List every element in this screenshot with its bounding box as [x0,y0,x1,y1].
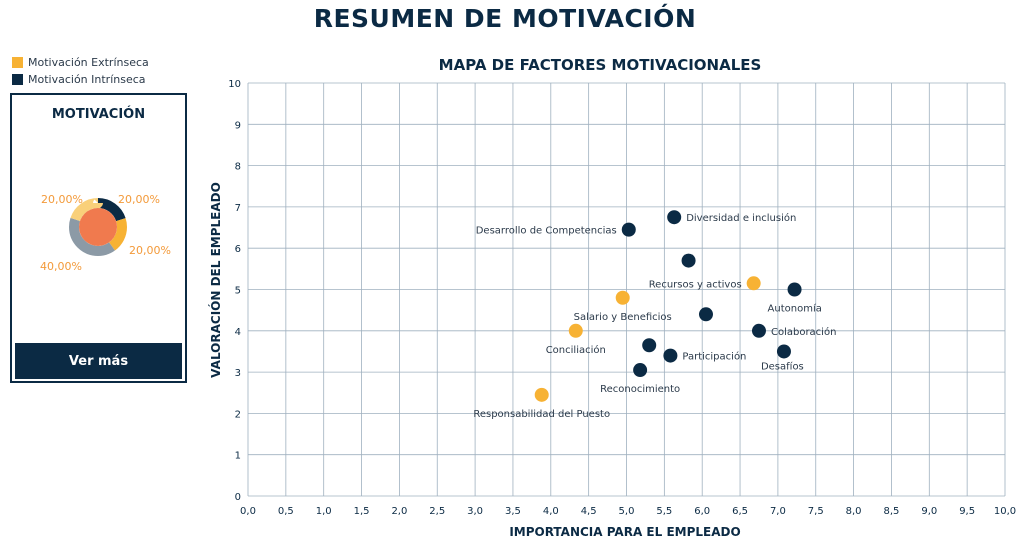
data-label: Responsabilidad del Puesto [473,409,610,420]
x-tick-label: 7,5 [808,506,824,517]
x-tick-label: 8,5 [883,506,899,517]
donut-label-top-right: 20,00% [118,193,160,206]
x-tick-label: 2,5 [429,506,445,517]
data-point-intrinseca[interactable] [776,344,791,359]
data-point-intrinseca[interactable] [681,253,696,268]
data-point-intrinseca[interactable] [751,323,766,338]
data-label: Salario y Beneficios [574,312,672,323]
x-tick-label: 9,5 [959,506,975,517]
x-tick-label: 5,0 [619,506,635,517]
motivation-card: MOTIVACIÓN 20,00% 20,00% 40,00% 20,00% V… [10,93,187,383]
legend: Motivación Extrínseca Motivación Intríns… [12,54,149,88]
data-point-intrinseca[interactable] [667,210,682,225]
donut-segment-2[interactable] [69,198,127,256]
x-tick-label: 1,0 [316,506,332,517]
donut-label-top-left: 20,00% [41,193,83,206]
data-point-extrinseca[interactable] [534,387,549,402]
data-point-intrinseca[interactable] [633,363,648,378]
data-point-intrinseca[interactable] [787,282,802,297]
chart-title: MAPA DE FACTORES MOTIVACIONALES [438,56,762,74]
motivation-donut-chart [69,198,127,256]
legend-label-intrinseca: Motivación Intrínseca [28,72,146,86]
legend-swatch-extrinseca [12,56,23,68]
y-tick-label: 5 [235,286,241,297]
x-tick-label: 3,5 [505,506,521,517]
see-more-button[interactable]: Ver más [15,343,182,379]
data-point-extrinseca[interactable] [568,323,583,338]
x-tick-label: 2,0 [391,506,407,517]
data-label: Desarrollo de Competencias [476,226,617,237]
x-tick-label: 6,5 [732,506,748,517]
data-point-intrinseca[interactable] [642,338,657,353]
donut-label-right: 20,00% [129,244,171,257]
data-label: Recursos y activos [649,279,742,290]
page-title: RESUMEN DE MOTIVACIÓN [313,4,697,33]
data-label: Diversidad e inclusión [686,212,796,224]
data-label: Colaboración [771,326,836,338]
y-axis-label: VALORACIÓN DEL EMPLEADO [209,182,223,378]
donut-center [79,208,117,246]
donut-label-bottom-left: 40,00% [40,260,82,273]
data-label: Conciliación [546,344,606,356]
x-tick-label: 3,0 [467,506,483,517]
y-tick-label: 6 [235,244,241,255]
x-tick-label: 6,0 [694,506,710,517]
legend-item-intrinseca[interactable]: Motivación Intrínseca [12,71,149,87]
data-label: Desafíos [761,360,804,372]
data-label: Autonomía [768,303,822,315]
legend-swatch-intrinseca [12,73,23,85]
legend-label-extrinseca: Motivación Extrínseca [28,55,149,69]
data-point-extrinseca[interactable] [615,290,630,305]
y-tick-label: 1 [235,451,241,462]
x-axis-label: IMPORTANCIA PARA EL EMPLEADO [509,525,741,539]
donut-segment-3[interactable] [69,198,127,256]
y-tick-label: 2 [235,409,241,420]
y-tick-label: 9 [235,120,241,131]
x-tick-label: 9,0 [921,506,937,517]
data-label: Participación [682,351,746,363]
x-tick-label: 8,0 [846,506,862,517]
data-point-intrinseca[interactable] [621,222,636,237]
x-tick-label: 7,0 [770,506,786,517]
data-label: Reconocimiento [600,384,680,395]
x-tick-label: 0,5 [278,506,294,517]
y-tick-label: 8 [235,162,241,173]
x-tick-label: 4,5 [581,506,597,517]
x-tick-label: 1,5 [354,506,370,517]
y-tick-label: 7 [235,203,241,214]
x-tick-label: 5,5 [656,506,672,517]
legend-item-extrinseca[interactable]: Motivación Extrínseca [12,54,149,70]
data-point-intrinseca[interactable] [698,307,713,322]
card-title: MOTIVACIÓN [51,107,146,122]
x-tick-label: 4,0 [543,506,559,517]
data-point-extrinseca[interactable] [746,276,761,291]
y-tick-label: 0 [235,492,241,503]
donut-segment-1[interactable] [69,198,127,256]
y-tick-label: 10 [228,79,241,90]
x-tick-label: 10,0 [994,506,1016,517]
grid [247,82,1006,497]
y-tick-label: 4 [235,327,241,338]
data-point-intrinseca[interactable] [663,348,678,363]
y-tick-label: 3 [235,368,241,379]
x-tick-label: 0,0 [240,506,256,517]
